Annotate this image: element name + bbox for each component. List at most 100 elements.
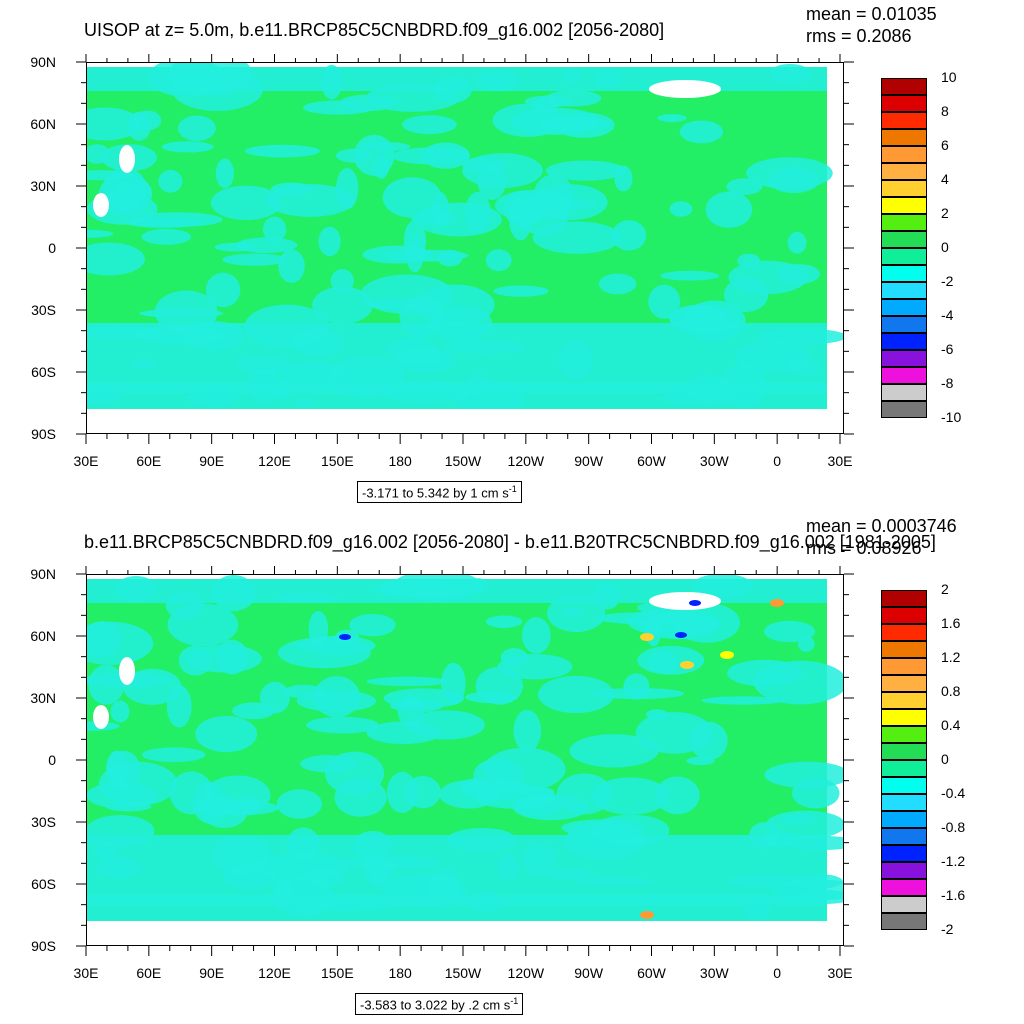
field-patch [296,690,377,712]
field-patch [764,620,816,643]
missing-value-region [649,592,721,610]
field-patch [247,369,283,404]
field-patch [394,352,446,364]
field-patch [726,659,803,687]
field-patch [87,621,122,658]
x-tick-label: 180 [388,965,412,981]
colorbar-swatch [881,726,927,743]
x-tick-label: 90E [199,453,224,469]
anomaly-patch [680,661,694,669]
colorbar-swatch [881,214,927,231]
field-patch [192,781,227,824]
field-patch [562,68,581,83]
field-patch [161,141,214,153]
field-patch [312,286,373,324]
field-patch [657,114,687,123]
colorbar-swatch [881,896,927,913]
y-tick-label: 90S [31,938,56,954]
colorbar-swatch [881,231,927,248]
field-patch [301,899,394,912]
field-patch [167,603,239,647]
field-patch [87,782,157,809]
field-patch [786,360,821,375]
colorbar-label: -4 [941,307,954,323]
field-patch [382,177,442,218]
field-patch [684,374,733,401]
colorbar-label: -0.8 [941,819,966,835]
field-patch [493,285,549,297]
field-patch [545,160,626,181]
field-patch [276,592,339,603]
colorbar-label: -1.2 [941,853,966,869]
field-patch [369,867,387,889]
colorbar-label: -0.4 [941,785,966,801]
map-plot-area [86,62,844,434]
colorbar-swatch [881,692,927,709]
x-tick-label: 90E [199,965,224,981]
field-patch [744,897,771,922]
field-patch [569,734,659,768]
field-patch [272,876,294,909]
field-patch [87,387,123,405]
field-patch [402,115,457,135]
field-patch [349,613,396,637]
unit-exponent: -1 [510,996,519,1006]
field-patch [380,249,469,262]
x-tick-label: 30W [700,453,730,469]
field-patch [232,702,275,720]
field-patch [276,789,323,819]
y-tick-label: 0 [48,752,56,768]
x-tick-label: 90W [574,453,604,469]
bottom-panel: b.e11.BRCP85C5CNBDRD.f09_g16.002 [2056-2… [0,512,1024,1024]
field-patch [96,857,142,879]
field-patch [239,794,260,815]
field-patch [178,645,213,676]
mean-stat: mean = 0.0003746 [806,516,957,536]
missing-value-region [93,705,109,729]
field-patch [523,843,556,877]
anomaly-patch [675,632,687,638]
y-tick-label: 60N [30,116,56,132]
field-patch [344,855,440,869]
field-patch [122,668,182,705]
y-tick-label: 30S [31,302,56,318]
colorbar-swatch [881,112,927,129]
x-tick-label: 150E [321,453,354,469]
field-patch [87,815,155,847]
y-tick-label: 90N [30,566,56,582]
colorbar-label: 1.6 [941,615,961,631]
anomaly-patch [689,600,701,606]
field-patch [485,615,523,628]
field-patch [787,231,807,254]
field-patch [669,201,693,217]
field-patch [265,184,355,217]
colorbar-swatch [881,794,927,811]
x-tick-label: 30E [828,453,853,469]
colorbar-label: 8 [941,103,949,119]
y-tick-label: 90S [31,426,56,442]
colorbar-swatch [881,367,927,384]
colorbar-label: -2 [941,921,954,937]
colorbar-label: 1.2 [941,649,961,665]
field-patch [575,877,655,886]
field-patch [373,579,469,598]
unit-exponent: -1 [508,484,517,494]
field-patch [596,612,681,625]
field-patch [87,229,114,238]
field-patch [726,178,763,196]
x-tick-label: 30W [700,965,730,981]
anomaly-patch [640,633,654,641]
contour-range-text: -3.171 to 5.342 by 1 cm s [362,485,509,501]
field-patch [210,185,282,221]
colorbar-label: 6 [941,137,949,153]
x-tick-label: 60E [136,453,161,469]
field-patch [465,691,518,704]
field-patch [212,834,271,875]
field-patch [87,242,145,276]
field-patch [353,134,395,176]
colorbar-swatch [881,316,927,333]
colorbar-swatch [881,658,927,675]
field-patch [538,675,615,714]
field-patch [328,356,405,399]
field-patch [262,216,287,243]
